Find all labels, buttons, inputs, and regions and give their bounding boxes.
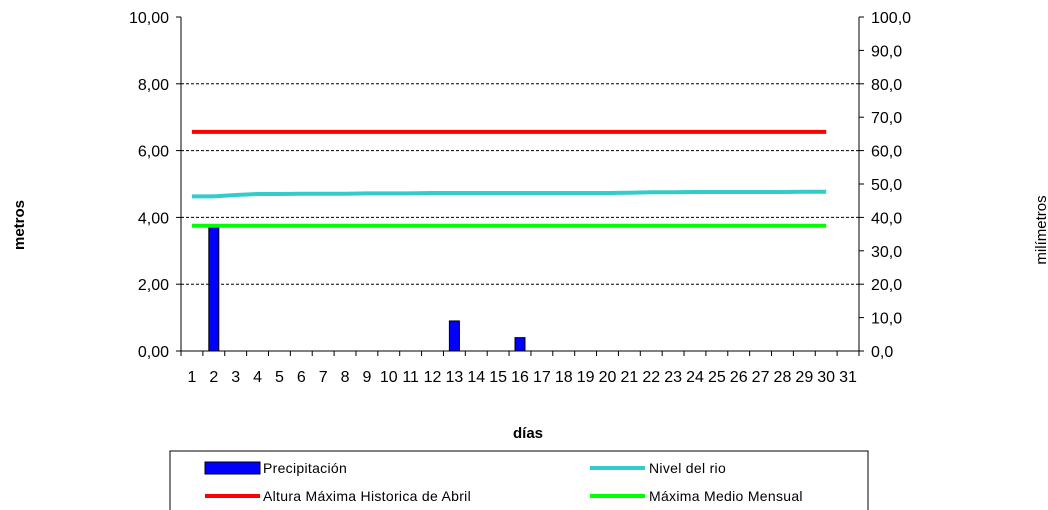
x-axis-title: días bbox=[513, 425, 543, 442]
y-tick-label: 8,00 bbox=[138, 77, 169, 94]
precipitation-bars bbox=[208, 226, 526, 352]
precipitation-bar bbox=[514, 337, 526, 352]
y-tick-label: 4,00 bbox=[138, 210, 169, 227]
x-tick-label: 17 bbox=[533, 369, 551, 386]
x-tick-label: 21 bbox=[620, 369, 638, 386]
x-tick-label: 14 bbox=[467, 369, 485, 386]
y-tick-label: 10,00 bbox=[129, 10, 169, 27]
y-right-tick-label: 70,0 bbox=[871, 110, 902, 127]
y-right-tick-label: 60,0 bbox=[871, 144, 902, 161]
y-right-tick-label: 90,0 bbox=[871, 43, 902, 60]
x-tick-label: 30 bbox=[817, 369, 835, 386]
x-tick-label: 8 bbox=[341, 369, 350, 386]
y-right-tick-label: 80,0 bbox=[871, 77, 902, 94]
series-line-nivel-del-rio bbox=[191, 189, 827, 199]
x-tick-label: 10 bbox=[380, 369, 398, 386]
x-tick-label: 26 bbox=[730, 369, 748, 386]
y-tick-label: 0,00 bbox=[138, 344, 169, 361]
y-right-tick-label: 40,0 bbox=[871, 210, 902, 227]
gridlines bbox=[181, 83, 859, 285]
y-right-tick-label: 10,0 bbox=[871, 311, 902, 328]
x-tick-label: 31 bbox=[839, 369, 857, 386]
x-tick-label: 22 bbox=[642, 369, 660, 386]
x-tick-label: 4 bbox=[253, 369, 262, 386]
x-tick-label: 11 bbox=[402, 369, 419, 386]
x-tick-label: 2 bbox=[209, 369, 218, 386]
x-tick-label: 15 bbox=[489, 369, 507, 386]
x-tick-label: 3 bbox=[231, 369, 240, 386]
y-right-tick-label: 50,0 bbox=[871, 177, 902, 194]
x-tick-label: 12 bbox=[424, 369, 442, 386]
y-right-tick-label: 20,0 bbox=[871, 277, 902, 294]
legend-label: Nivel del rio bbox=[649, 460, 726, 476]
legend-label: Máxima Medio Mensual bbox=[649, 488, 803, 504]
legend-label: Altura Máxima Historica de Abril bbox=[263, 488, 471, 504]
y-right-tick-label: 0,0 bbox=[871, 344, 893, 361]
x-tick-label: 7 bbox=[319, 369, 328, 386]
y-axis-title-right: milímetros bbox=[1033, 195, 1048, 264]
y-axis-title: metros bbox=[11, 200, 28, 250]
x-tick-label: 25 bbox=[708, 369, 726, 386]
x-tick-label: 29 bbox=[795, 369, 813, 386]
legend-swatch bbox=[204, 461, 261, 475]
legend: Precipitación Nivel del rio Altura Máxima … bbox=[169, 450, 869, 510]
x-tick-label: 28 bbox=[774, 369, 792, 386]
x-tick-label: 13 bbox=[445, 369, 463, 386]
y-right-tick-label: 30,0 bbox=[871, 244, 902, 261]
x-tick-label: 23 bbox=[664, 369, 682, 386]
x-tick-label: 18 bbox=[555, 369, 573, 386]
x-tick-label: 9 bbox=[362, 369, 371, 386]
x-tick-label: 6 bbox=[297, 369, 306, 386]
precipitation-bar bbox=[208, 226, 220, 352]
precipitation-bar bbox=[448, 320, 460, 352]
legend-frame bbox=[169, 450, 869, 510]
axes bbox=[176, 16, 864, 356]
x-tick-label: 27 bbox=[752, 369, 770, 386]
series-lines bbox=[191, 129, 827, 228]
y-right-tick-label: 100,0 bbox=[871, 10, 911, 27]
y-tick-label: 2,00 bbox=[138, 277, 169, 294]
tick-labels: 0,00 2,00 4,00 6,00 8,00 10,00 0,0 10,0 20,0 30,0… bbox=[129, 10, 911, 386]
x-tick-label: 16 bbox=[511, 369, 529, 386]
x-tick-label: 24 bbox=[686, 369, 704, 386]
legend-label: Precipitación bbox=[263, 460, 347, 476]
x-tick-label: 20 bbox=[599, 369, 617, 386]
y-tick-label: 6,00 bbox=[138, 144, 169, 161]
x-tick-label: 19 bbox=[577, 369, 595, 386]
x-tick-label: 1 bbox=[187, 369, 196, 386]
x-tick-label: 5 bbox=[275, 369, 284, 386]
